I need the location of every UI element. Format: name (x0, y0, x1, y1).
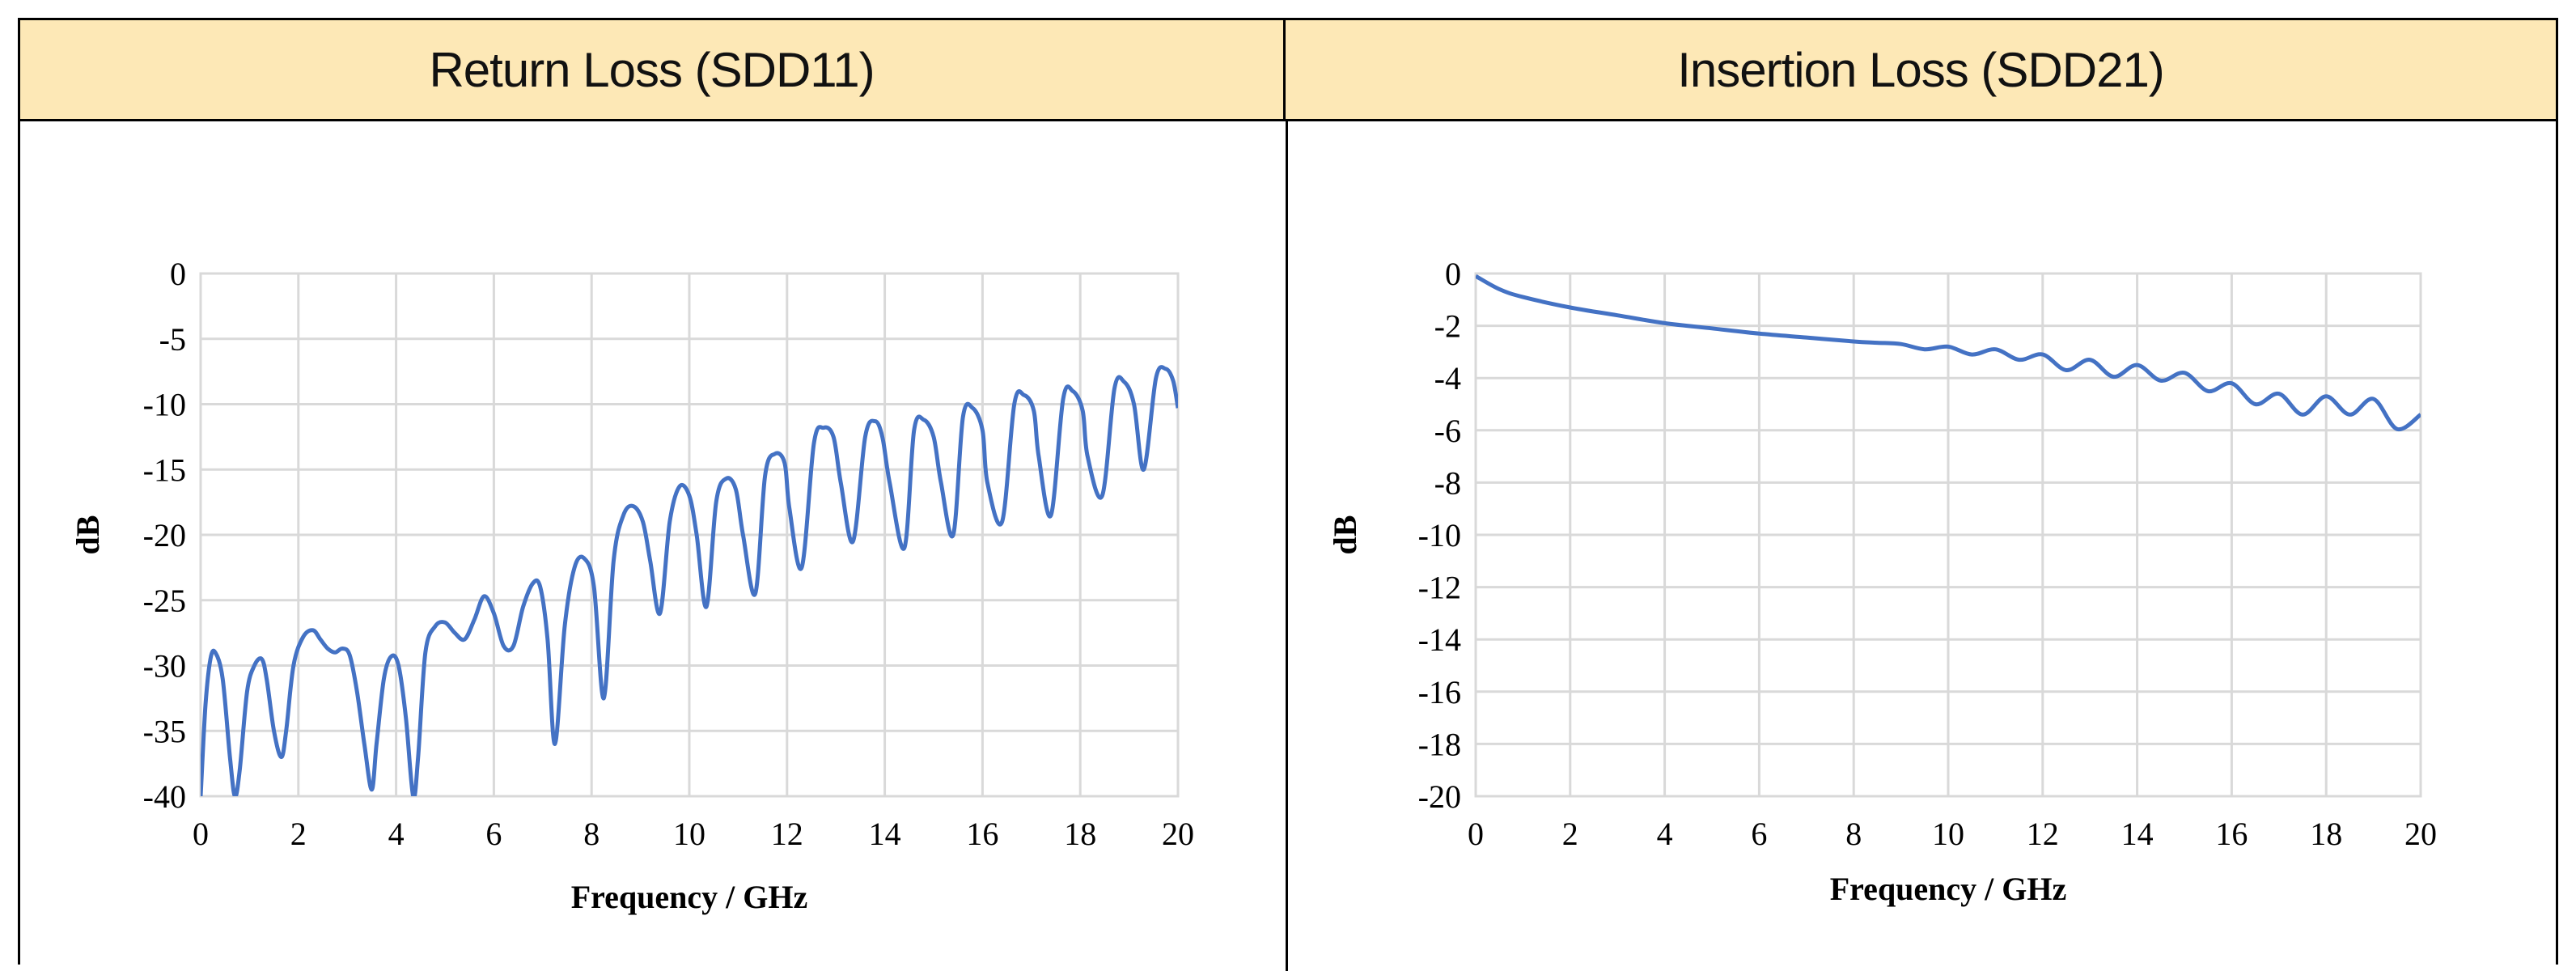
x-tick-label: 12 (2027, 816, 2059, 852)
y-tick-label: -30 (143, 648, 186, 685)
series-line (1476, 274, 2421, 431)
y-axis-label: dB (70, 515, 106, 555)
x-tick-label: 0 (1468, 816, 1484, 852)
y-tick-label: 0 (1445, 256, 1461, 292)
x-tick-label: 2 (290, 816, 307, 852)
header-insertion-loss: Insertion Loss (SDD21) (1286, 20, 2556, 121)
y-tick-label: 0 (170, 256, 186, 292)
x-tick-label: 0 (193, 816, 209, 852)
x-tick-label: 6 (485, 816, 502, 852)
x-tick-label: 8 (583, 816, 600, 852)
insertion-loss-chart: 0 2 4 6 8 10 12 14 16 18 20 0 -2 -4 -6 -8 -10 -12 -14 -16 -1… (1327, 256, 2437, 907)
y-tick-label: -40 (143, 778, 186, 815)
y-axis-label: dB (1327, 515, 1363, 555)
x-tick-label: 10 (1932, 816, 1964, 852)
x-axis-label: Frequency / GHz (1830, 871, 2067, 907)
y-tick-label: -12 (1418, 570, 1461, 606)
y-tick-label: -20 (1418, 778, 1461, 815)
x-tick-label: 16 (2215, 816, 2248, 852)
y-tick-label: -16 (1418, 674, 1461, 710)
y-tick-label: -20 (143, 517, 186, 553)
y-tick-label: -18 (1418, 726, 1461, 762)
x-tick-label: 14 (869, 816, 901, 852)
y-tick-label: -25 (143, 583, 186, 619)
x-tick-label: 18 (2310, 816, 2342, 852)
y-tick-label: -2 (1434, 308, 1461, 345)
x-tick-label: 4 (1657, 816, 1673, 852)
y-tick-label: -8 (1434, 464, 1461, 501)
y-tick-label: -10 (1418, 517, 1461, 553)
comparison-table: Return Loss (SDD11) Insertion Loss (SDD2… (18, 18, 2558, 971)
header-return-loss: Return Loss (SDD11) (20, 20, 1286, 121)
x-tick-label: 6 (1751, 816, 1767, 852)
x-tick-label: 8 (1845, 816, 1862, 852)
y-tick-label: -6 (1434, 413, 1461, 449)
x-tick-label: 18 (1064, 816, 1096, 852)
x-tick-label: 16 (966, 816, 998, 852)
y-tick-label: -35 (143, 713, 186, 749)
y-tick-label: -5 (159, 321, 186, 358)
y-tick-label: -4 (1434, 360, 1461, 396)
x-tick-label: 2 (1562, 816, 1578, 852)
x-axis-label: Frequency / GHz (571, 879, 808, 915)
series-line (201, 365, 1178, 796)
x-tick-label: 20 (2404, 816, 2437, 852)
x-tick-label: 10 (673, 816, 705, 852)
x-tick-label: 12 (771, 816, 803, 852)
column-divider (1286, 121, 1288, 971)
x-tick-label: 20 (1162, 816, 1194, 852)
y-tick-label: -15 (143, 452, 186, 488)
x-tick-label: 14 (2121, 816, 2154, 852)
x-tick-label: 4 (388, 816, 405, 852)
return-loss-chart: 0 2 4 6 8 10 12 14 16 18 20 0 -5 -10 -15 -20 -25 -30 -35 -4… (70, 256, 1194, 915)
y-tick-label: -10 (143, 387, 186, 423)
y-tick-label: -14 (1418, 621, 1461, 658)
